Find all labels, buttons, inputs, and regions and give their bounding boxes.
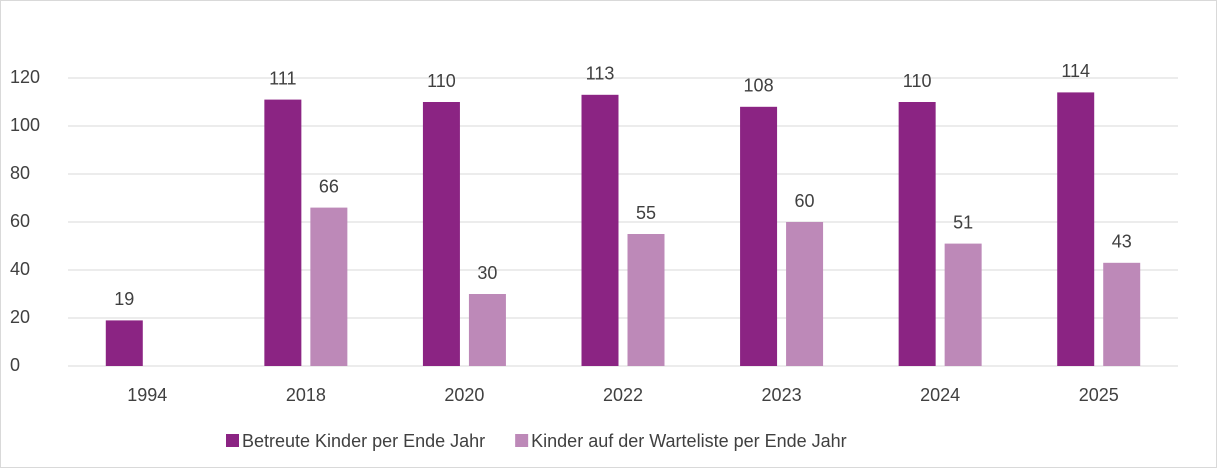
bar — [944, 243, 982, 366]
bar — [627, 234, 665, 366]
x-tick-label: 2018 — [286, 385, 326, 405]
data-label: 66 — [319, 176, 339, 196]
bar — [264, 99, 302, 366]
data-label: 51 — [953, 212, 973, 232]
x-tick-label: 2025 — [1079, 385, 1119, 405]
bar — [581, 94, 619, 367]
y-tick-label: 40 — [10, 259, 30, 279]
x-tick-label: 2022 — [603, 385, 643, 405]
y-tick-label: 20 — [10, 307, 30, 327]
y-tick-label: 80 — [10, 163, 30, 183]
legend-label: Betreute Kinder per Ende Jahr — [242, 431, 485, 451]
data-label: 113 — [586, 64, 615, 84]
y-tick-label: 120 — [10, 67, 40, 87]
bar — [468, 294, 506, 366]
x-tick-label: 1994 — [127, 385, 167, 405]
data-label: 43 — [1112, 232, 1132, 252]
bar — [105, 320, 143, 366]
legend-label: Kinder auf der Warteliste per Ende Jahr — [531, 431, 847, 451]
bar — [740, 106, 778, 367]
legend-swatch — [226, 434, 239, 447]
data-label: 111 — [269, 68, 296, 88]
data-label: 30 — [477, 263, 497, 283]
bar — [422, 102, 460, 366]
x-tick-label: 2023 — [762, 385, 802, 405]
y-tick-label: 60 — [10, 211, 30, 231]
bar — [898, 102, 936, 366]
data-label: 110 — [427, 71, 456, 91]
x-tick-label: 2020 — [444, 385, 484, 405]
data-label: 60 — [795, 191, 815, 211]
data-label: 114 — [1061, 61, 1090, 81]
data-label: 19 — [114, 289, 134, 309]
data-label: 110 — [903, 71, 932, 91]
legend-swatch — [515, 434, 529, 447]
bar — [310, 207, 348, 366]
bar — [1057, 92, 1095, 367]
y-tick-label: 0 — [10, 355, 20, 375]
x-tick-label: 2024 — [920, 385, 960, 405]
y-tick-label: 100 — [10, 115, 40, 135]
bar — [786, 222, 824, 366]
bar — [1103, 262, 1141, 366]
data-label: 55 — [636, 203, 656, 223]
data-label: 108 — [744, 76, 774, 96]
